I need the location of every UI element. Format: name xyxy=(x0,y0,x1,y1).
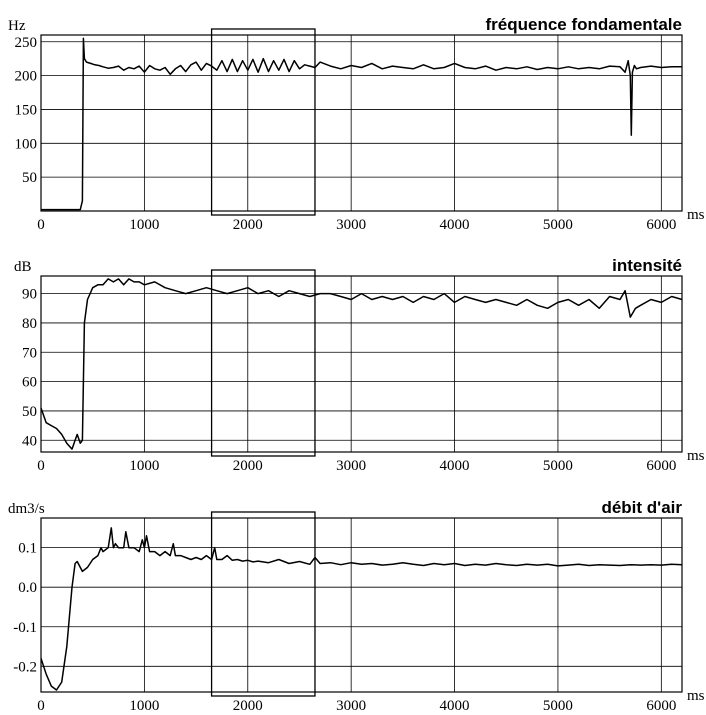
plot-frame xyxy=(40,275,683,453)
x-tick-label: 3000 xyxy=(336,217,366,233)
x-unit-label: ms xyxy=(687,688,705,704)
series-line xyxy=(40,527,683,691)
y-tick-label: -0.2 xyxy=(13,659,37,675)
y-unit-label: dm3/s xyxy=(8,501,45,517)
x-tick-label: 0 xyxy=(37,698,45,714)
y-tick-label: 250 xyxy=(15,35,38,51)
x-unit-label: ms xyxy=(687,207,705,223)
plot-area: 40 50 60 70 80 90 0 1000 2000 3000 4000 5000 6000 xyxy=(22,269,683,474)
selection-box xyxy=(210,511,316,697)
panel-title: fréquence fondamentale xyxy=(486,15,683,34)
x-tick-label: 5000 xyxy=(543,458,573,474)
x-unit-label: ms xyxy=(687,448,705,464)
x-tick-label: 4000 xyxy=(440,698,470,714)
x-tick-label: 6000 xyxy=(646,458,676,474)
x-tick-label: 4000 xyxy=(440,217,470,233)
y-tick-label: 90 xyxy=(22,287,37,303)
y-tick-label: 50 xyxy=(22,404,37,420)
selection-box xyxy=(210,28,316,216)
x-tick-label: 3000 xyxy=(336,458,366,474)
panel-title: intensité xyxy=(612,256,682,275)
x-tick-label: 4000 xyxy=(440,458,470,474)
y-tick-label: -0.1 xyxy=(13,620,37,636)
y-tick-label: 50 xyxy=(22,170,37,186)
panel-fundamental-frequency: fréquence fondamentale Hz ms xyxy=(8,15,705,223)
x-tick-label: 5000 xyxy=(543,698,573,714)
panel-intensity: intensité dB ms xyxy=(14,256,705,464)
plot-frame xyxy=(40,34,683,212)
y-tick-label: 80 xyxy=(22,316,37,332)
plot-area: -0.2 -0.1 0.0 0.1 0 1000 2000 3000 4000 5000 6000 xyxy=(13,511,683,714)
x-tick-label: 5000 xyxy=(543,217,573,233)
y-unit-label: Hz xyxy=(8,18,26,34)
x-tick-label: 1000 xyxy=(129,458,159,474)
panel-title: débit d'air xyxy=(601,498,682,517)
x-tick-label: 2000 xyxy=(233,217,263,233)
panel-airflow: débit d'air dm3/s ms xyxy=(8,498,705,704)
x-tick-label: 0 xyxy=(37,458,45,474)
y-tick-label: 150 xyxy=(15,102,38,118)
y-unit-label: dB xyxy=(14,259,32,275)
x-tick-label: 1000 xyxy=(129,217,159,233)
plot-frame xyxy=(40,517,683,693)
y-tick-label: 70 xyxy=(22,345,37,361)
x-tick-label: 0 xyxy=(37,217,45,233)
selection-box xyxy=(210,269,316,457)
x-tick-label: 1000 xyxy=(129,698,159,714)
x-tick-label: 6000 xyxy=(646,217,676,233)
x-tick-label: 2000 xyxy=(233,698,263,714)
y-tick-label: 100 xyxy=(15,136,38,152)
plot-area: 50 100 150 200 250 0 1000 2000 3000 4000 5000 6000 xyxy=(15,28,683,233)
series-line xyxy=(41,37,682,211)
y-tick-label: 40 xyxy=(22,433,37,449)
y-tick-label: 60 xyxy=(22,375,37,391)
x-tick-label: 2000 xyxy=(233,458,263,474)
x-tick-label: 6000 xyxy=(646,698,676,714)
y-tick-label: 0.0 xyxy=(18,580,37,596)
y-tick-label: 0.1 xyxy=(18,541,37,557)
y-tick-label: 200 xyxy=(15,69,38,85)
series-line xyxy=(40,278,683,450)
x-tick-label: 3000 xyxy=(336,698,366,714)
